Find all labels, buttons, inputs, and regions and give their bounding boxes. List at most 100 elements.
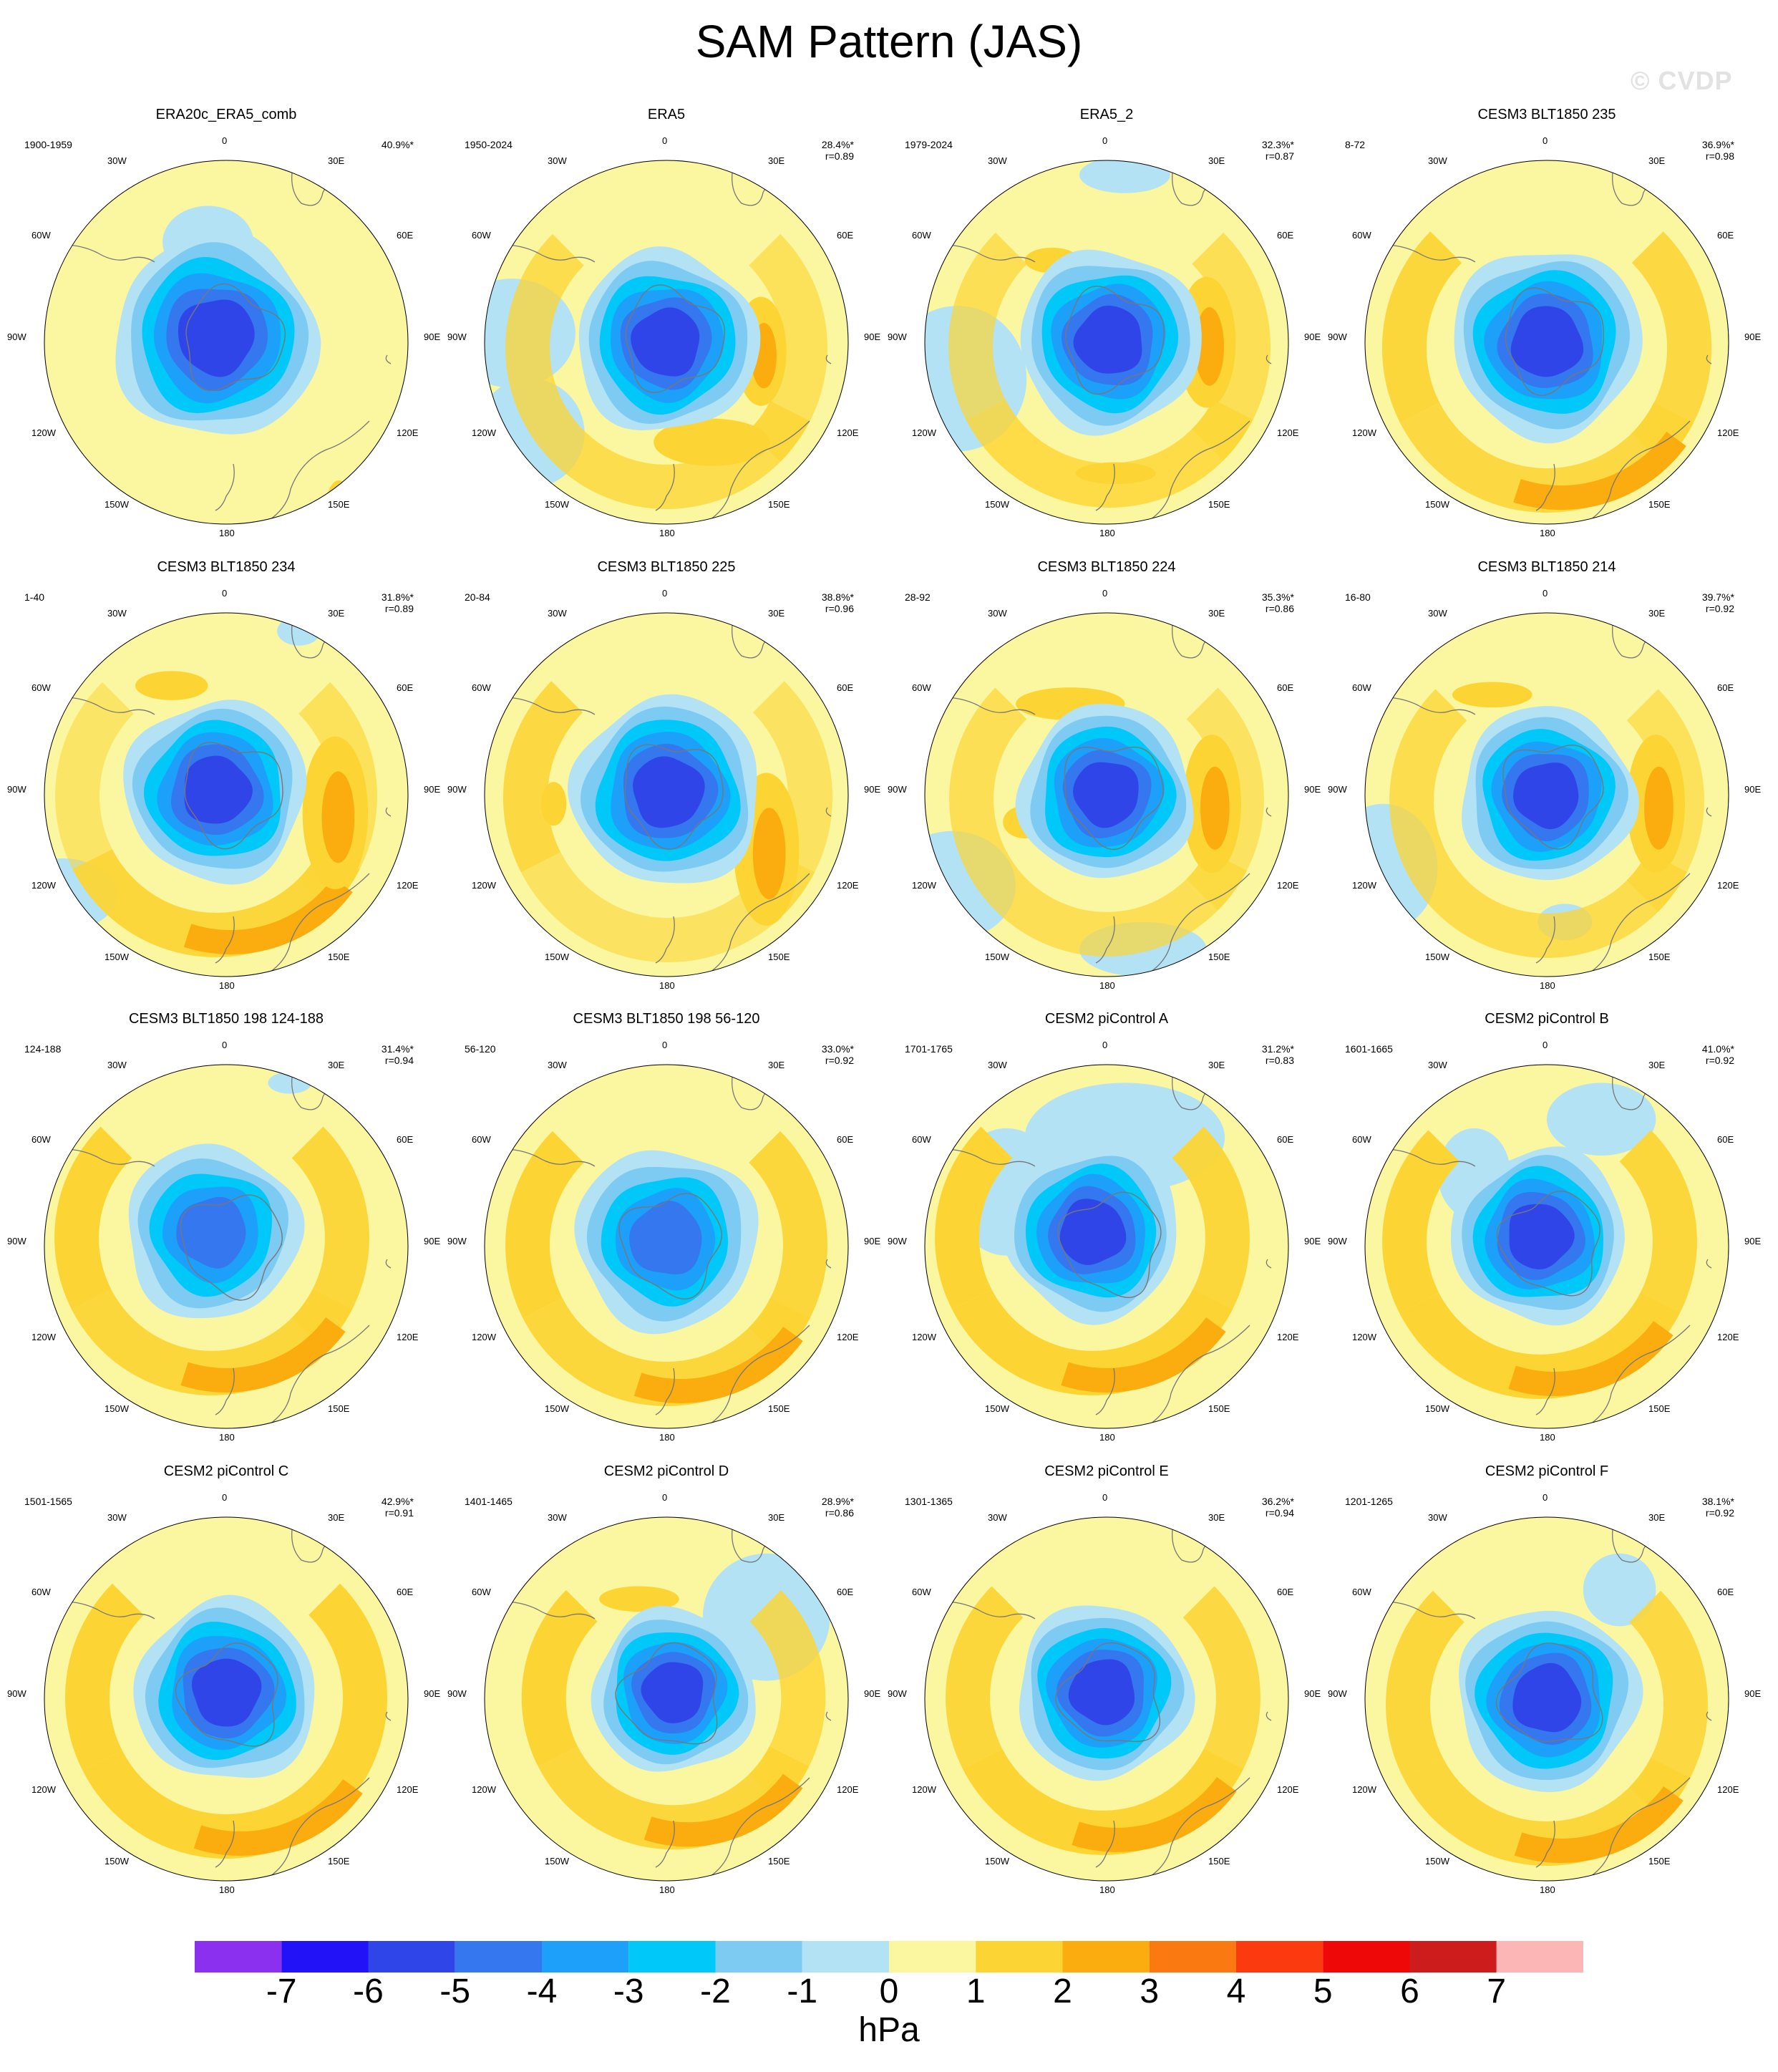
polar-map bbox=[1364, 160, 1729, 525]
lon-label-90w: 90W bbox=[1328, 331, 1347, 342]
colorbar-swatch bbox=[542, 1941, 629, 1972]
lon-label-180: 180 bbox=[219, 1884, 235, 1895]
colorbar-tick-label: 2 bbox=[1053, 1972, 1072, 2010]
negative-anomaly-patch bbox=[1079, 160, 1170, 193]
lon-label-30w: 30W bbox=[988, 1060, 1007, 1070]
colorbar-tick-label: -6 bbox=[353, 1972, 384, 2010]
lon-label-90w: 90W bbox=[7, 1236, 26, 1246]
lon-label-0: 0 bbox=[222, 588, 228, 599]
lon-label-90e: 90E bbox=[424, 1236, 441, 1246]
coastline bbox=[701, 1325, 810, 1428]
antarctica-outline bbox=[1064, 746, 1165, 851]
lon-label-90w: 90W bbox=[447, 1688, 467, 1699]
map-boundary-circle bbox=[1364, 1064, 1729, 1429]
lon-label-180: 180 bbox=[219, 980, 235, 991]
lon-label-60e: 60E bbox=[837, 682, 854, 693]
lon-label-120e: 120E bbox=[397, 427, 419, 438]
lon-label-30w: 30W bbox=[548, 1060, 567, 1070]
lon-label-30w: 30W bbox=[107, 608, 127, 619]
coastline bbox=[1582, 1777, 1691, 1881]
panel-variance-pct: 42.9%* bbox=[381, 1496, 414, 1507]
lon-label-180: 180 bbox=[659, 980, 675, 991]
panel-period: 1979-2024 bbox=[905, 139, 953, 150]
lon-label-30w: 30W bbox=[1428, 1060, 1447, 1070]
lon-label-60w: 60W bbox=[31, 230, 51, 241]
lon-label-180: 180 bbox=[1099, 528, 1115, 538]
antarctica-outline bbox=[1495, 1642, 1603, 1743]
lon-label-120e: 120E bbox=[1277, 880, 1299, 891]
positive-anomaly-blob bbox=[1075, 462, 1156, 485]
central-low-contour bbox=[191, 1658, 262, 1727]
lon-label-90e: 90E bbox=[424, 1688, 441, 1699]
lon-label-0: 0 bbox=[1102, 135, 1108, 146]
coastline bbox=[825, 354, 832, 364]
coastline bbox=[1142, 873, 1250, 977]
panel-pattern-correlation: r=0.92 bbox=[1705, 1507, 1734, 1519]
panel-period: 1601-1665 bbox=[1345, 1043, 1393, 1055]
lon-label-120e: 120E bbox=[1277, 1784, 1299, 1795]
panel-variance-pct: 39.7%* bbox=[1701, 591, 1734, 603]
lon-label-60e: 60E bbox=[837, 1134, 854, 1145]
colorbar-units-label: hPa bbox=[858, 2011, 920, 2049]
lon-label-60w: 60W bbox=[912, 1587, 931, 1597]
lon-label-60e: 60E bbox=[1717, 1134, 1734, 1145]
lon-label-120e: 120E bbox=[1277, 427, 1299, 438]
lon-label-150e: 150E bbox=[768, 499, 790, 510]
map-panel: ERA5 1950-2024 28.4%* r=0.89 0 30E 60E 90E 120E 1… bbox=[447, 106, 885, 557]
coastline bbox=[215, 1820, 235, 1868]
panel-variance-pct: 38.1%* bbox=[1701, 1496, 1734, 1507]
lon-label-30e: 30E bbox=[1208, 608, 1225, 619]
lon-label-180: 180 bbox=[1540, 528, 1555, 538]
antarctica-outline bbox=[185, 283, 286, 392]
lon-label-150e: 150E bbox=[328, 952, 350, 962]
positive-anomaly-ring bbox=[1619, 1130, 1697, 1353]
lon-label-30e: 30E bbox=[1648, 608, 1666, 619]
positive-anomaly-ring bbox=[505, 1131, 584, 1319]
colorbar-swatch bbox=[889, 1941, 976, 1972]
lon-label-30e: 30E bbox=[328, 1060, 345, 1070]
positive-anomaly-ring bbox=[55, 682, 134, 870]
panel-period: 20-84 bbox=[465, 591, 490, 603]
lon-label-90e: 90E bbox=[1304, 784, 1321, 795]
lon-label-30e: 30E bbox=[768, 1512, 785, 1523]
positive-anomaly-core bbox=[193, 1779, 363, 1856]
panel-pattern-correlation: r=0.89 bbox=[384, 603, 414, 614]
polar-map bbox=[1364, 612, 1729, 977]
coastline bbox=[1266, 807, 1272, 817]
cvdp-watermark: © CVDP bbox=[1631, 66, 1733, 95]
lon-label-60w: 60W bbox=[31, 1587, 51, 1597]
panel-title: CESM2 piControl E bbox=[1044, 1463, 1169, 1479]
positive-anomaly-ring bbox=[1389, 689, 1467, 872]
polar-map bbox=[44, 160, 409, 525]
negative-anomaly-patch bbox=[1583, 1553, 1656, 1627]
panel-pattern-correlation: r=0.92 bbox=[1705, 1055, 1734, 1066]
positive-anomaly-ring bbox=[946, 1586, 1024, 1769]
lon-label-60e: 60E bbox=[397, 1134, 414, 1145]
coastline bbox=[1142, 1777, 1250, 1881]
map-boundary-circle bbox=[44, 160, 409, 525]
lon-label-150e: 150E bbox=[768, 1403, 790, 1414]
lon-label-90e: 90E bbox=[864, 331, 881, 342]
positive-anomaly-core bbox=[643, 1773, 803, 1847]
coastline bbox=[1142, 1325, 1250, 1428]
coastline bbox=[1535, 1820, 1555, 1868]
positive-anomaly-blob-core bbox=[752, 808, 786, 900]
colorbar bbox=[195, 1941, 1583, 1972]
colorbar-tick-label: -4 bbox=[526, 1972, 558, 2010]
lon-label-180: 180 bbox=[1099, 1884, 1115, 1895]
positive-anomaly-ring bbox=[935, 1126, 1013, 1309]
lon-label-60w: 60W bbox=[472, 682, 491, 693]
lon-label-30e: 30E bbox=[1648, 1512, 1666, 1523]
positive-anomaly-ring bbox=[948, 232, 1027, 420]
colorbar-tick-label: -1 bbox=[787, 1972, 818, 2010]
positive-anomaly-core bbox=[180, 1317, 346, 1393]
map-boundary-circle bbox=[1364, 1516, 1729, 1882]
coastline bbox=[1706, 1259, 1712, 1269]
positive-anomaly-ring bbox=[1631, 231, 1712, 465]
antarctica-outline bbox=[618, 1193, 722, 1299]
panel-period: 1501-1565 bbox=[24, 1496, 72, 1507]
lon-label-60e: 60E bbox=[837, 230, 854, 241]
panel-pattern-correlation: r=0.86 bbox=[825, 1507, 854, 1519]
lon-label-90e: 90E bbox=[1304, 1236, 1321, 1246]
lon-label-90e: 90E bbox=[1744, 1688, 1762, 1699]
